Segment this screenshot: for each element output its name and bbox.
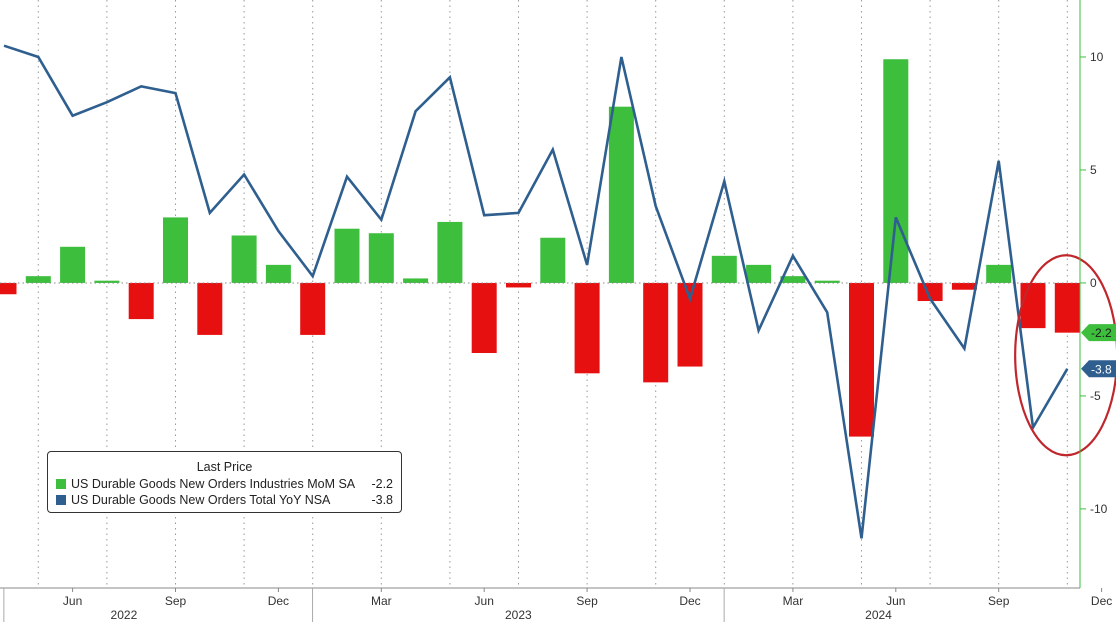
- year-label: 2022: [111, 608, 138, 622]
- legend-value-mom: -2.2: [371, 477, 393, 491]
- x-tick-label: Mar: [783, 594, 804, 608]
- bar: [986, 264, 1012, 283]
- x-tick-label: Jun: [475, 594, 494, 608]
- last-price-badges: -2.2 -3.8: [1081, 324, 1116, 378]
- x-tick-label: Sep: [988, 594, 1010, 608]
- bar: [368, 233, 394, 283]
- bar: [746, 264, 772, 283]
- bar: [471, 282, 497, 353]
- x-tick-label: Dec: [268, 594, 289, 608]
- bar: [814, 280, 840, 283]
- legend: Last Price US Durable Goods New Orders I…: [47, 451, 402, 513]
- year-label: 2023: [505, 608, 532, 622]
- bar: [849, 282, 874, 437]
- badge-mom-shape: [1081, 324, 1116, 342]
- bar: [334, 228, 360, 283]
- bar: [540, 237, 566, 283]
- legend-value-yoy: -3.8: [371, 493, 393, 507]
- bar: [1054, 282, 1080, 333]
- yoy-line: [3, 44, 1069, 539]
- legend-title: Last Price: [196, 460, 253, 474]
- y-tick-label: -5: [1090, 389, 1101, 403]
- bar-series: [0, 59, 1080, 437]
- badge-yoy: -3.8: [1091, 362, 1112, 376]
- bar: [163, 217, 188, 283]
- bar: [25, 276, 51, 283]
- legend-entry-yoy: US Durable Goods New Orders Total YoY NS…: [56, 492, 393, 508]
- badge-yoy-shape: [1081, 360, 1116, 378]
- bar: [265, 264, 291, 283]
- bar: [231, 235, 257, 283]
- y-tick-label: 10: [1090, 50, 1104, 64]
- bar: [883, 59, 909, 283]
- year-label: 2024: [865, 608, 892, 622]
- y-tick-label: 0: [1090, 276, 1097, 290]
- y-tick-label: -10: [1090, 502, 1108, 516]
- bar: [1020, 282, 1046, 329]
- x-tick-label: Mar: [371, 594, 392, 608]
- y-axis: 10 5 0 -5 -10: [1079, 0, 1108, 588]
- badge-mom: -2.2: [1091, 326, 1112, 340]
- legend-label-yoy: US Durable Goods New Orders Total YoY NS…: [71, 493, 331, 507]
- bar: [197, 282, 223, 335]
- y-tick-label: 5: [1090, 163, 1097, 177]
- bar: [506, 282, 531, 288]
- bar: [780, 276, 806, 283]
- bar: [94, 280, 120, 283]
- bar: [437, 221, 463, 283]
- legend-entry-mom: US Durable Goods New Orders Industries M…: [56, 476, 393, 492]
- legend-swatch-green: [56, 479, 66, 489]
- bar: [0, 282, 17, 295]
- legend-swatch-blue: [56, 495, 66, 505]
- x-axis: Jun Sep Dec Mar Jun Sep Dec Mar Jun Sep Dec 2022 202…: [0, 587, 1112, 622]
- bar: [574, 282, 600, 374]
- bar: [643, 282, 669, 383]
- bar: [403, 278, 429, 283]
- bar: [951, 282, 977, 290]
- bar: [60, 246, 86, 283]
- x-tick-label: Jun: [63, 594, 82, 608]
- bar: [608, 106, 634, 283]
- bar: [917, 282, 943, 302]
- annotation-ellipse: [1014, 254, 1116, 457]
- x-tick-label: Jun: [886, 594, 905, 608]
- bar: [128, 282, 154, 320]
- x-tick-label: Sep: [576, 594, 598, 608]
- x-tick-label: Sep: [165, 594, 187, 608]
- legend-label-mom: US Durable Goods New Orders Industries M…: [71, 477, 356, 491]
- bar: [711, 255, 737, 283]
- x-tick-label: Dec: [679, 594, 700, 608]
- x-tick-label: Dec: [1091, 594, 1112, 608]
- bar: [300, 282, 326, 335]
